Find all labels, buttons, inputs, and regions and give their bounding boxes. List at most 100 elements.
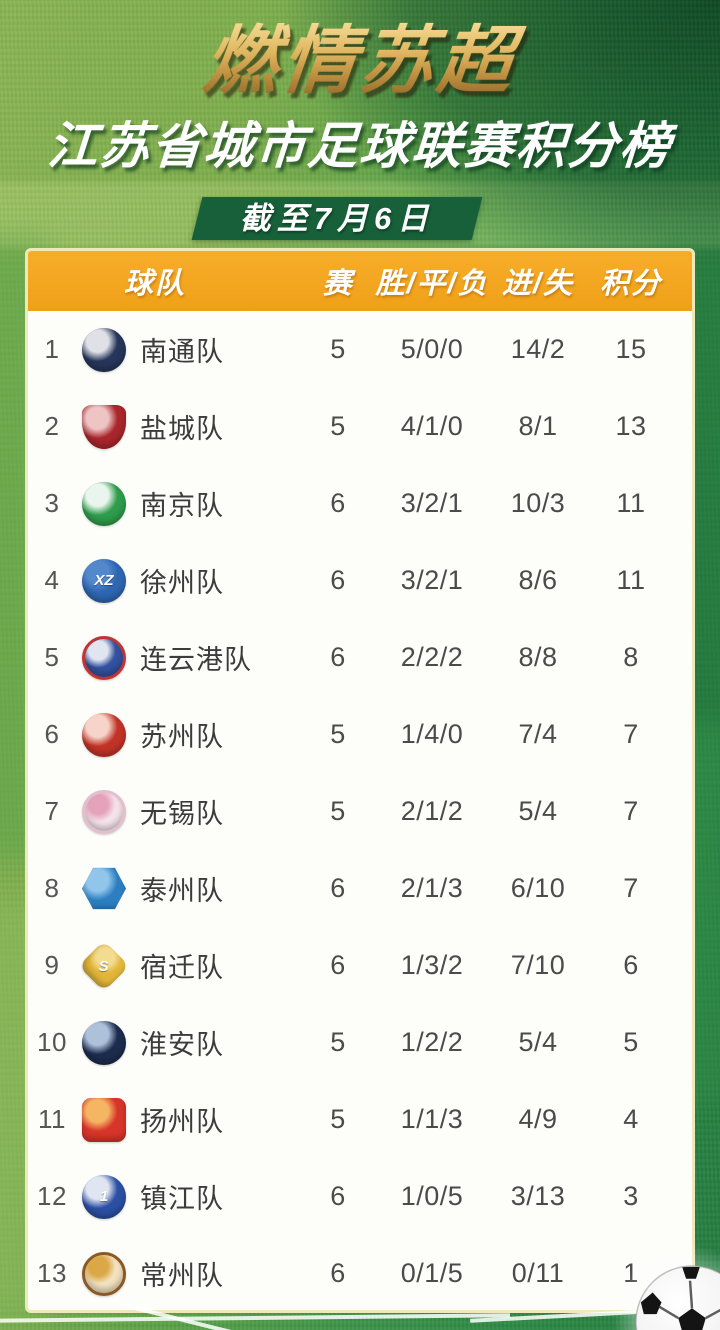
played-cell: 6	[330, 950, 346, 980]
wdl-cell: 0/1/5	[400, 1258, 464, 1288]
table-row: 9 S 宿迁队 6 1/3/2 7/10 6	[28, 927, 692, 1004]
rank-cell: 3	[44, 488, 60, 518]
date-text: 截至7月6日	[239, 201, 435, 236]
rank-cell: 1	[44, 334, 60, 364]
logo-cell: 1	[76, 1174, 132, 1219]
soccer-ball-icon	[635, 1265, 720, 1330]
goals-cell: 8/8	[518, 642, 558, 672]
team-name: 南京队	[140, 491, 224, 521]
wdl-cell: 5/0/0	[400, 334, 464, 364]
table-row: 1 南通队 5 5/0/0 14/2 15	[28, 311, 692, 388]
played-cell: 5	[330, 334, 346, 364]
played-cell: 6	[330, 1258, 346, 1288]
goals-cell: 6/10	[510, 873, 566, 903]
points-cell: 7	[623, 796, 639, 826]
date-banner: 截至7月6日	[191, 197, 483, 240]
goals-cell: 14/2	[510, 334, 566, 364]
team-name: 常州队	[140, 1261, 224, 1291]
zhenjiang-logo: 1	[82, 1174, 126, 1219]
points-cell: 7	[623, 719, 639, 749]
goals-cell: 3/13	[510, 1181, 566, 1211]
wdl-cell: 1/0/5	[400, 1181, 464, 1211]
goals-cell: 10/3	[510, 488, 566, 518]
table-row: 8 泰州队 6 2/1/3 6/10 7	[28, 850, 692, 927]
column-header-played: 赛	[322, 268, 354, 300]
points-cell: 11	[616, 488, 646, 518]
logo-cell	[76, 789, 132, 834]
logo-glyph: XZ	[94, 572, 114, 589]
played-cell: 6	[330, 873, 346, 903]
wdl-cell: 4/1/0	[400, 411, 464, 441]
table-row: 6 苏州队 5 1/4/0 7/4 7	[28, 696, 692, 773]
table-row: 2 盐城队 5 4/1/0 8/1 13	[28, 388, 692, 465]
logo-cell	[76, 1097, 132, 1142]
rank-cell: 11	[38, 1104, 66, 1134]
wdl-cell: 2/2/2	[400, 642, 464, 672]
logo-cell: XZ	[76, 558, 132, 603]
wdl-cell: 1/3/2	[400, 950, 464, 980]
points-cell: 5	[623, 1027, 639, 1057]
goals-cell: 4/9	[518, 1104, 558, 1134]
logo-cell	[76, 481, 132, 526]
rank-cell: 7	[44, 796, 60, 826]
nantong-logo	[82, 327, 126, 372]
rank-cell: 10	[37, 1027, 67, 1057]
table-row: 4 XZ 徐州队 6 3/2/1 8/6 11	[28, 542, 692, 619]
points-cell: 8	[623, 642, 639, 672]
goals-cell: 8/6	[518, 565, 558, 595]
column-header-goals: 进/失	[501, 268, 575, 300]
wuxi-logo	[82, 789, 126, 834]
pitch-line	[0, 1313, 511, 1323]
suzhou-logo	[82, 712, 126, 757]
rank-cell: 5	[44, 642, 60, 672]
wdl-cell: 1/2/2	[400, 1027, 464, 1057]
table-row: 3 南京队 6 3/2/1 10/3 11	[28, 465, 692, 542]
played-cell: 6	[330, 1181, 346, 1211]
points-cell: 11	[616, 565, 646, 595]
changzhou-logo	[82, 1251, 126, 1296]
team-name: 扬州队	[140, 1107, 224, 1137]
table-row: 5 连云港队 6 2/2/2 8/8 8	[28, 619, 692, 696]
taizhou-logo	[82, 867, 126, 910]
played-cell: 6	[330, 642, 346, 672]
table-row: 12 1 镇江队 6 1/0/5 3/13 3	[28, 1158, 692, 1235]
points-cell: 6	[623, 950, 639, 980]
team-name: 盐城队	[140, 414, 224, 444]
logo-cell	[76, 635, 132, 680]
table-row: 7 无锡队 5 2/1/2 5/4 7	[28, 773, 692, 850]
yangzhou-logo	[82, 1097, 126, 1142]
wdl-cell: 2/1/3	[400, 873, 464, 903]
logo-glyph: 1	[99, 1188, 109, 1205]
played-cell: 6	[330, 565, 346, 595]
goals-cell: 5/4	[518, 796, 558, 826]
rank-cell: 6	[44, 719, 60, 749]
suqian-logo: S	[78, 940, 130, 991]
points-cell: 15	[615, 334, 647, 364]
team-name: 南通队	[140, 337, 224, 367]
wdl-cell: 3/2/1	[400, 565, 464, 595]
rank-cell: 13	[37, 1258, 67, 1288]
standings-card: 球队 赛 胜/平/负 进/失 积分 1 南通队 5 5/0/0 14/2 15 2 盐城队 5 4…	[25, 248, 695, 1313]
lianyungang-logo	[82, 635, 126, 680]
played-cell: 5	[330, 719, 346, 749]
table-row: 13 常州队 6 0/1/5 0/11 1	[28, 1235, 692, 1310]
table-row: 10 淮安队 5 1/2/2 5/4 5	[28, 1004, 692, 1081]
played-cell: 5	[330, 411, 346, 441]
logo-cell	[76, 1251, 132, 1296]
team-name: 连云港队	[140, 645, 252, 675]
column-header-wdl: 胜/平/负	[375, 268, 489, 300]
goals-cell: 8/1	[518, 411, 558, 441]
table-row: 11 扬州队 5 1/1/3 4/9 4	[28, 1081, 692, 1158]
played-cell: 5	[330, 796, 346, 826]
goals-cell: 7/4	[518, 719, 558, 749]
logo-cell: S	[76, 940, 132, 991]
team-name: 苏州队	[140, 722, 224, 752]
played-cell: 6	[330, 488, 346, 518]
team-name: 泰州队	[140, 876, 224, 906]
rank-cell: 8	[44, 873, 60, 903]
rank-cell: 9	[44, 950, 60, 980]
nanjing-logo	[82, 481, 126, 526]
points-cell: 7	[623, 873, 639, 903]
rank-cell: 4	[44, 565, 60, 595]
logo-cell	[76, 327, 132, 372]
